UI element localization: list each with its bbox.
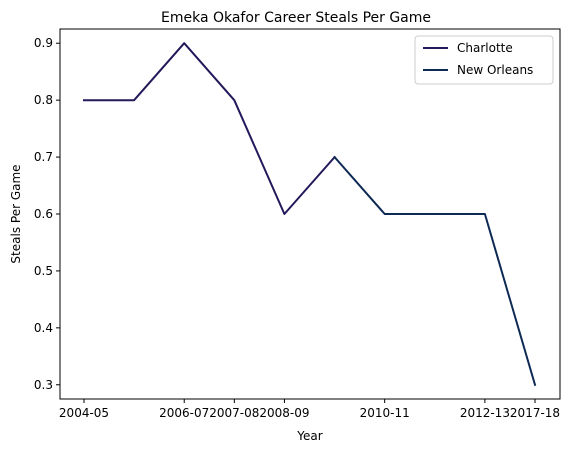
y-tick-label: 0.6 bbox=[34, 207, 53, 221]
x-tick-label: 2010-11 bbox=[360, 406, 410, 420]
chart-title: Emeka Okafor Career Steals Per Game bbox=[161, 10, 431, 26]
y-tick-label: 0.5 bbox=[34, 264, 53, 278]
series-line-charlotte bbox=[83, 42, 337, 215]
plot-area bbox=[83, 42, 537, 387]
legend-label: New Orleans bbox=[457, 63, 533, 77]
y-tick-label: 0.9 bbox=[34, 36, 53, 50]
x-axis-title: Year bbox=[296, 429, 322, 443]
y-axis: 0.3 0.4 0.5 0.6 0.7 0.8 0.9 bbox=[34, 36, 60, 392]
y-tick-label: 0.3 bbox=[34, 378, 53, 392]
x-tick-label: 2007-08 bbox=[209, 406, 259, 420]
x-tick-label: 2012-13 bbox=[460, 406, 510, 420]
series-line-new-orleans bbox=[333, 155, 537, 387]
x-tick-label: 2006-07 bbox=[159, 406, 209, 420]
y-tick-label: 0.8 bbox=[34, 93, 53, 107]
y-tick-label: 0.7 bbox=[34, 150, 53, 164]
legend: Charlotte New Orleans bbox=[414, 35, 554, 85]
x-tick-label: 2017-18 bbox=[510, 406, 560, 420]
y-tick-label: 0.4 bbox=[34, 321, 53, 335]
y-axis-title: Steals Per Game bbox=[9, 164, 23, 263]
x-axis: 2004-05 2006-07 2007-08 2008-09 2010-11 2012-… bbox=[59, 399, 560, 420]
legend-box bbox=[414, 35, 554, 85]
x-tick-label: 2008-09 bbox=[259, 406, 309, 420]
legend-label: Charlotte bbox=[457, 41, 513, 55]
x-tick-label: 2004-05 bbox=[59, 406, 109, 420]
